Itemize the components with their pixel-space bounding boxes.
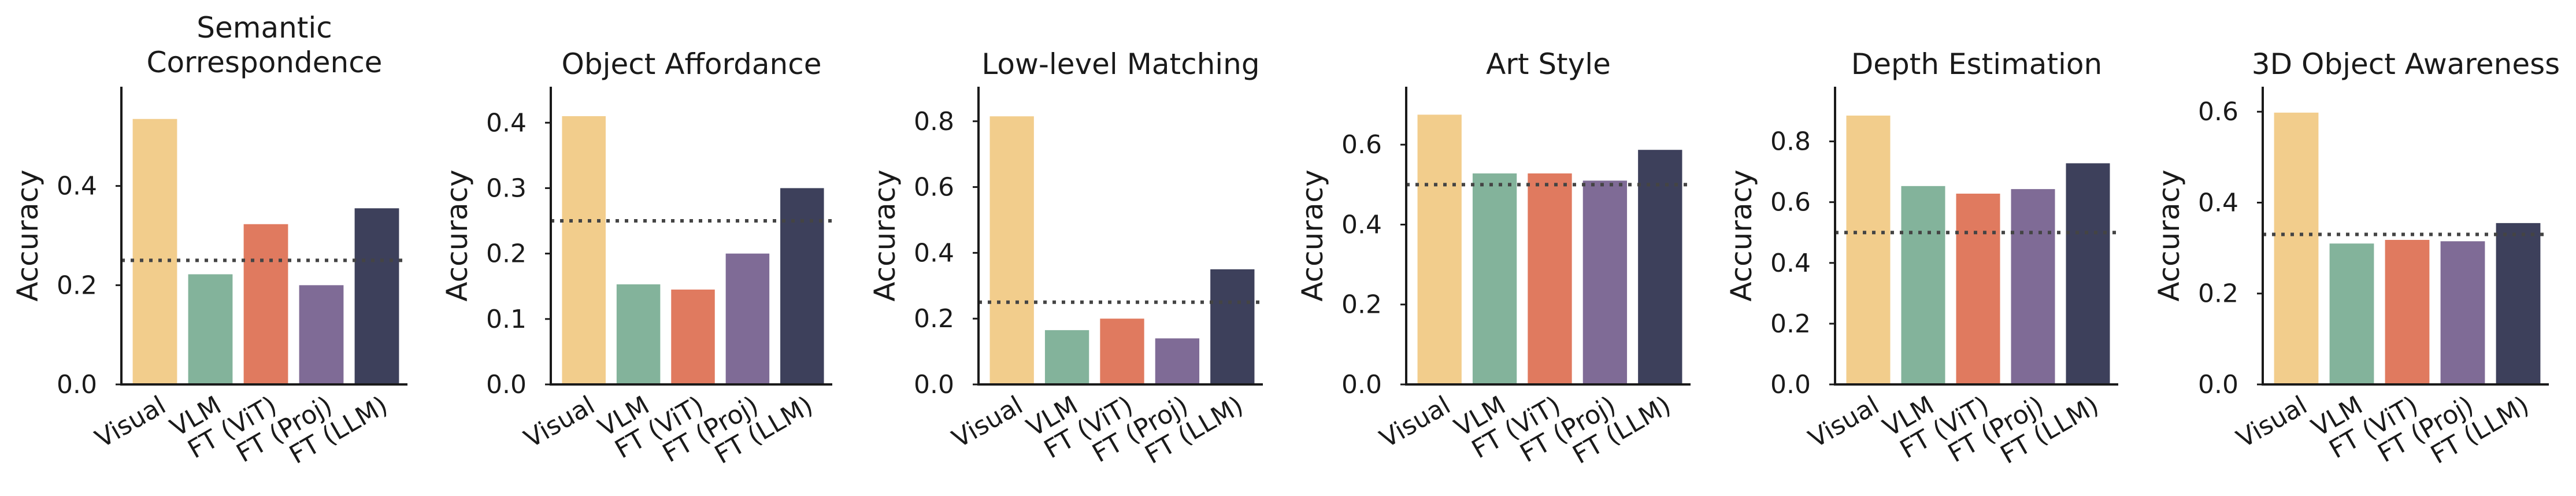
y-axis-label: Accuracy <box>2152 169 2186 301</box>
y-tick-label: 0.4 <box>1341 210 1382 239</box>
y-tick-label: 0.1 <box>486 305 527 334</box>
bar-ft-llm <box>1210 269 1255 384</box>
y-tick-label: 0.6 <box>1770 188 1811 217</box>
panel-title: Low-level Matching <box>981 47 1259 81</box>
y-tick-label: 0.6 <box>914 173 954 202</box>
bar-ft-proj <box>1155 338 1200 384</box>
y-tick-label: 0.4 <box>57 172 97 201</box>
y-tick-label: 0.2 <box>1770 309 1811 339</box>
y-axis-label: Accuracy <box>11 169 45 301</box>
bar-vlm <box>1044 330 1089 384</box>
panel-title: 3D Object Awareness <box>2252 47 2560 81</box>
y-tick-label: 0.2 <box>914 304 954 334</box>
y-tick-label: 0.0 <box>1770 370 1811 399</box>
bar-ft-llm <box>354 208 399 384</box>
bar-ft-proj <box>299 285 344 384</box>
bar-ft-vit <box>1100 319 1144 384</box>
bar-ft-vit <box>1956 193 2000 384</box>
panel-3: Low-level Matching Accuracy 0.0 0.2 0.4 0.6 0.… <box>868 47 1263 470</box>
y-tick-label: 0.4 <box>1770 249 1811 278</box>
y-tick-label: 0.0 <box>1341 370 1382 399</box>
y-tick-label: 0.3 <box>486 173 527 203</box>
bar-vlm <box>1901 186 1945 384</box>
x-tick-label: Visual <box>947 390 1028 454</box>
bar-ft-llm <box>2496 223 2541 384</box>
bar-vlm <box>188 274 233 384</box>
panel-6: 3D Object Awareness Accuracy 0.0 0.2 0.4 0.6 V… <box>2152 47 2560 470</box>
panel-5: Depth Estimation Accuracy 0.0 0.2 0.4 0.6 0.8 V… <box>1725 47 2118 470</box>
y-tick-label: 0.0 <box>486 370 527 399</box>
panel-title: Art Style <box>1486 47 1611 81</box>
bar-ft-proj <box>1582 180 1628 384</box>
bar-visual <box>1417 114 1462 384</box>
y-axis-label: Accuracy <box>1296 169 1329 301</box>
panel-title: Semantic <box>197 11 332 45</box>
x-tick-label: Visual <box>1804 390 1884 454</box>
panel-title: Correspondence <box>147 46 383 79</box>
bar-vlm <box>1472 173 1517 384</box>
panel-title: Depth Estimation <box>1851 47 2102 81</box>
bar-ft-proj <box>2011 189 2055 384</box>
y-tick-label: 0.0 <box>2198 370 2238 399</box>
y-tick-label: 0.2 <box>2198 279 2238 309</box>
bar-vlm <box>616 284 661 384</box>
bar-ft-proj <box>2440 241 2485 384</box>
x-tick-label: Visual <box>519 390 599 454</box>
bar-ft-vit <box>2385 239 2430 384</box>
y-tick-label: 0.4 <box>486 108 527 138</box>
bar-ft-llm <box>780 188 824 384</box>
bar-ft-llm <box>1638 150 1682 384</box>
bar-ft-vit <box>671 289 715 384</box>
y-axis-label: Accuracy <box>1725 169 1758 301</box>
y-axis-label: Accuracy <box>440 169 474 301</box>
panel-4: Art StyleAccuracy0.00.20.40.6VisualVLMFT… <box>1296 47 1691 470</box>
y-tick-label: 0.6 <box>2198 97 2238 127</box>
bar-ft-llm <box>2066 163 2110 384</box>
panel-title: Object Affordance <box>562 47 822 81</box>
bar-visual <box>2274 112 2319 385</box>
y-tick-label: 0.0 <box>914 370 954 399</box>
bar-visual <box>1846 115 1891 384</box>
bar-visual <box>989 116 1034 385</box>
x-tick-label: Visual <box>1375 390 1455 454</box>
bar-ft-vit <box>1528 173 1572 384</box>
panel-2: Object Affordance Accuracy 0.0 0.1 0.2 0.3 0.4… <box>440 47 832 470</box>
bar-visual <box>562 116 606 384</box>
y-tick-label: 0.8 <box>1770 127 1811 157</box>
bar-vlm <box>2329 243 2374 384</box>
y-tick-label: 0.4 <box>914 238 954 268</box>
y-tick-label: 0.8 <box>914 107 954 136</box>
y-tick-label: 0.2 <box>486 239 527 269</box>
y-tick-label: 0.2 <box>57 271 97 300</box>
y-tick-label: 0.2 <box>1341 290 1382 320</box>
bar-ft-vit <box>243 224 288 384</box>
y-tick-label: 0.4 <box>2198 188 2238 217</box>
x-tick-label: Visual <box>90 390 171 454</box>
y-tick-label: 0.0 <box>57 370 97 399</box>
bar-visual <box>132 119 177 384</box>
x-tick-label: Visual <box>2232 390 2312 454</box>
y-axis-label: Accuracy <box>868 169 902 301</box>
bar-ft-proj <box>725 253 770 384</box>
y-tick-label: 0.6 <box>1341 130 1382 160</box>
